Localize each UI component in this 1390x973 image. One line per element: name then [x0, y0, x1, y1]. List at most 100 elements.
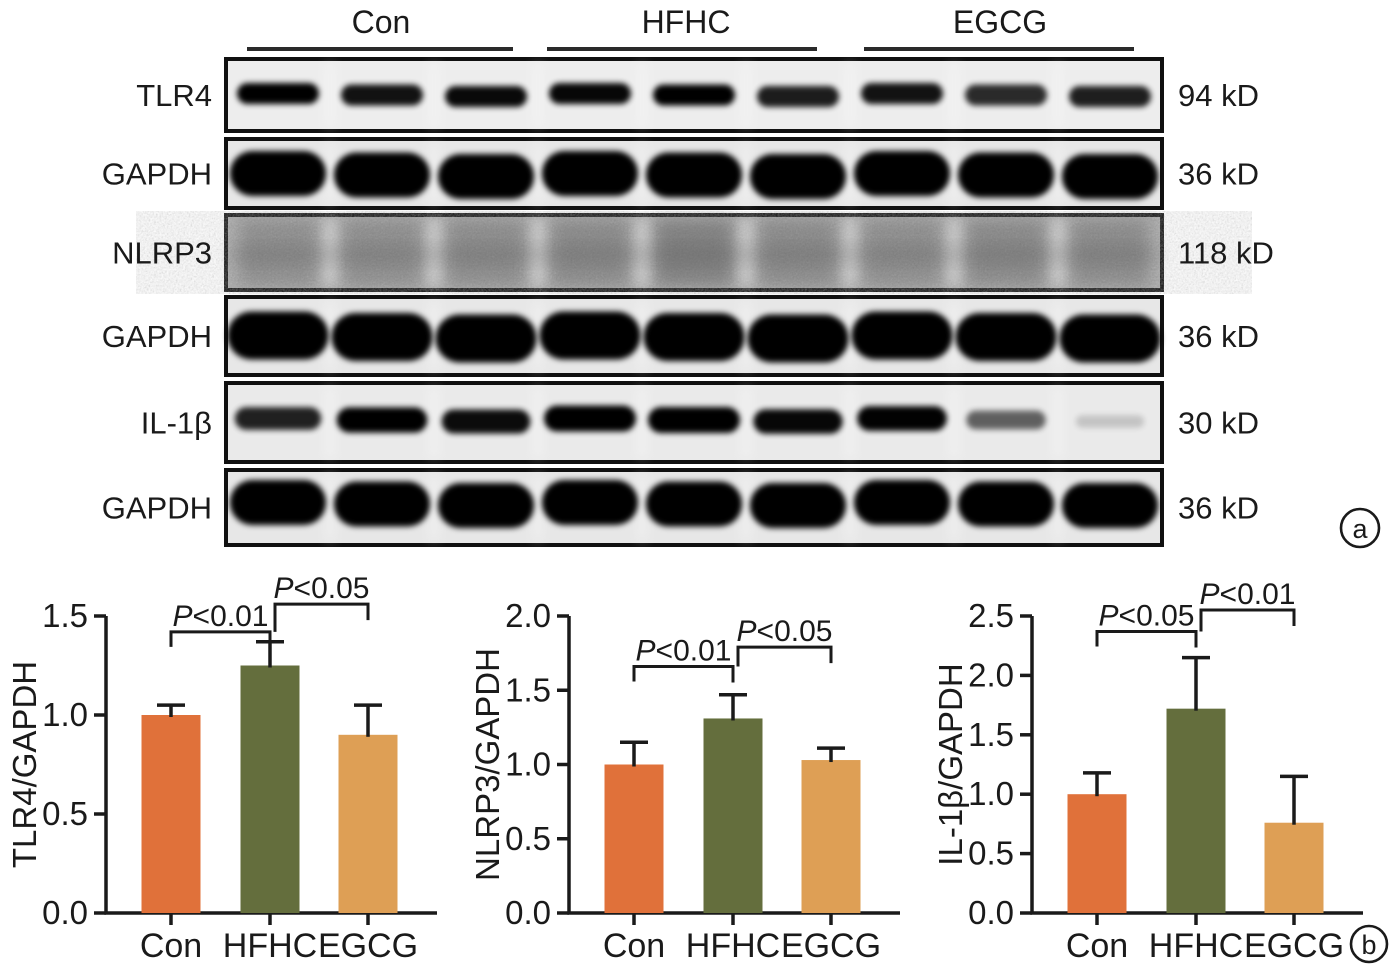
protein-band	[227, 311, 329, 360]
protein-band	[544, 405, 636, 432]
y-tick-label: 2.0	[968, 656, 1014, 693]
protein-band	[336, 407, 428, 433]
protein-band	[438, 154, 534, 199]
y-tick-label: 0.0	[42, 894, 88, 931]
molecular-weight-label: 36 kD	[1178, 157, 1259, 192]
blot-strip-nlrp3-2	[224, 213, 1164, 292]
significance-label: P<0.05	[1099, 599, 1195, 632]
protein-band	[539, 311, 641, 360]
protein-band	[955, 313, 1057, 361]
group-label-hfhc: HFHC	[642, 4, 731, 40]
category-label: EGCG	[1244, 927, 1344, 965]
chart-il1b-gapdh: 0.0 0.5 1.0 1.5 2.0 2.5 IL-1β/GAPDH Con HFHC EGCG…	[926, 578, 1389, 973]
protein-label: IL-1β	[141, 406, 212, 441]
blot-strip-gapdh-3	[224, 295, 1164, 377]
bar-hfhc	[240, 665, 300, 913]
western-blot-panel-a: Con HFHC EGCG TLR4 94 kD GAPDH 36 kD NLRP3 118 k…	[102, 4, 1381, 549]
protein-band	[1075, 415, 1145, 428]
y-tick-label: 2.5	[968, 597, 1014, 634]
bar-con	[604, 764, 664, 913]
y-tick-label: 0.0	[505, 894, 551, 931]
protein-band	[854, 151, 950, 196]
y-tick-label: 2.0	[505, 597, 551, 634]
protein-band	[643, 313, 745, 361]
bar-con	[1067, 794, 1127, 913]
protein-band	[958, 152, 1054, 198]
protein-band	[542, 480, 638, 525]
protein-band	[230, 151, 326, 196]
y-axis-title: TLR4/GAPDH	[6, 661, 43, 868]
chart-il1b-gapdh-svg: 0.0 0.5 1.0 1.5 2.0 2.5 IL-1β/GAPDH Con HFHC EGCG…	[932, 578, 1389, 965]
y-tick-label: 0.5	[505, 820, 551, 857]
protein-band	[750, 154, 846, 199]
category-label: Con	[603, 927, 665, 965]
molecular-weight-label: 36 kD	[1178, 491, 1259, 526]
molecular-weight-label: 30 kD	[1178, 406, 1259, 441]
molecular-weight-label: 36 kD	[1178, 319, 1259, 354]
chart-tlr4-gapdh: 0.0 0.5 1.0 1.5 TLR4/GAPDH Con HFHC EGCG P<0.01 P…	[0, 572, 463, 973]
protein-band	[542, 151, 638, 196]
protein-band	[230, 480, 326, 525]
protein-band	[331, 313, 433, 361]
significance-bracket	[632, 664, 735, 683]
y-tick-label: 1.0	[968, 775, 1014, 812]
protein-band	[334, 152, 430, 198]
panel-b-circle	[1349, 924, 1389, 964]
significance-bracket	[736, 645, 833, 667]
category-label: Con	[140, 927, 202, 965]
protein-band	[646, 152, 742, 198]
y-tick-label: 0.0	[968, 894, 1014, 931]
protein-band	[861, 83, 943, 104]
chart-nlrp3-gapdh: 0.0 0.5 1.0 1.5 2.0 NLRP3/GAPDH Con HFHC EGCG P<0…	[463, 580, 926, 973]
protein-band	[549, 83, 631, 104]
category-label: HFHC	[1149, 927, 1243, 965]
category-label: EGCG	[318, 927, 418, 965]
protein-band	[234, 407, 322, 430]
blot-strip-tlr4-0	[224, 57, 1164, 133]
category-label: Con	[1066, 927, 1128, 965]
y-tick-label: 0.5	[42, 795, 88, 832]
y-axis-title: NLRP3/GAPDH	[469, 648, 506, 881]
bar-egcg	[1264, 822, 1324, 913]
protein-band	[341, 84, 423, 106]
protein-band	[966, 410, 1046, 430]
panel-a-letter: a	[1352, 514, 1368, 544]
protein-band	[438, 483, 534, 528]
protein-band	[757, 86, 839, 107]
y-tick-label: 1.5	[968, 716, 1014, 753]
protein-band	[1062, 154, 1158, 199]
significance-bracket	[1095, 629, 1198, 648]
category-label: HFHC	[223, 927, 317, 965]
protein-label: GAPDH	[102, 157, 212, 192]
protein-band	[445, 86, 527, 107]
protein-band	[753, 409, 843, 434]
y-tick-label: 1.0	[505, 746, 551, 783]
bar-con	[141, 715, 201, 913]
chart-tlr4-gapdh-svg: 0.0 0.5 1.0 1.5 TLR4/GAPDH Con HFHC EGCG P<0.01P…	[6, 572, 437, 965]
protein-band	[648, 407, 740, 433]
protein-band	[958, 481, 1054, 527]
category-label: EGCG	[781, 927, 881, 965]
bar-hfhc	[1166, 708, 1226, 913]
protein-band	[441, 409, 531, 434]
y-tick-label: 1.0	[42, 696, 88, 733]
molecular-weight-label: 94 kD	[1178, 78, 1259, 113]
protein-label: GAPDH	[102, 491, 212, 526]
category-label: HFHC	[686, 927, 780, 965]
y-tick-label: 1.5	[505, 671, 551, 708]
protein-band	[1062, 483, 1158, 528]
blot-strip-il-1β-4	[224, 381, 1164, 464]
protein-band	[334, 481, 430, 527]
bar-egcg	[338, 734, 398, 913]
molecular-weight-label: 118 kD	[1178, 236, 1274, 271]
significance-bracket	[273, 602, 370, 632]
group-label-egcg: EGCG	[953, 4, 1047, 40]
protein-band	[646, 481, 742, 527]
bar-hfhc	[703, 718, 763, 913]
protein-band	[1059, 314, 1161, 363]
significance-bracket	[1199, 608, 1296, 632]
significance-label: P<0.05	[274, 572, 370, 605]
blot-strip-gapdh-1	[224, 137, 1164, 210]
protein-label: NLRP3	[112, 236, 212, 271]
